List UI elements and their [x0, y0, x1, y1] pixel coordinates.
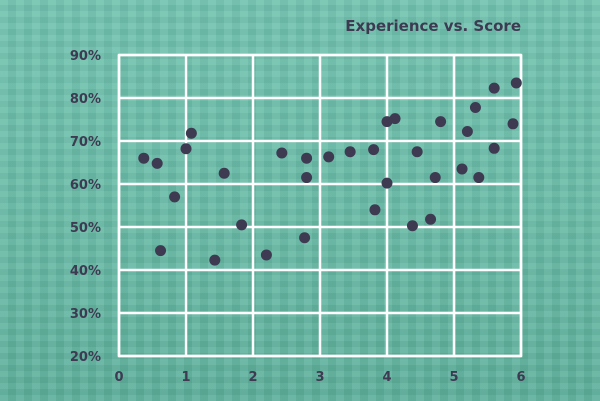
data-point [411, 146, 423, 158]
data-point [488, 142, 500, 154]
data-point [276, 147, 288, 159]
data-point [155, 245, 167, 257]
data-point [435, 116, 447, 128]
x-tick-label: 2 [248, 370, 257, 385]
data-point [461, 126, 473, 138]
x-tick-label: 0 [114, 370, 123, 385]
data-point [406, 220, 418, 232]
data-point [429, 172, 441, 184]
y-tick-label: 50% [70, 221, 101, 236]
chart-title: Experience vs. Score [345, 17, 521, 35]
data-point [473, 172, 485, 184]
x-tick-label: 1 [181, 370, 190, 385]
data-point [169, 191, 181, 203]
y-tick-label: 90% [70, 49, 101, 64]
data-point [510, 77, 522, 89]
data-point [425, 213, 437, 225]
y-tick-label: 80% [70, 92, 101, 107]
data-point [236, 219, 248, 231]
x-tick-label: 3 [315, 370, 324, 385]
plot-frame [117, 53, 523, 358]
x-tick-label: 5 [449, 370, 458, 385]
data-point [151, 157, 163, 169]
data-point [180, 143, 192, 155]
data-point [209, 254, 221, 266]
data-point [301, 152, 313, 164]
data-point [488, 82, 500, 94]
data-point [369, 204, 381, 216]
y-tick-label: 20% [70, 350, 101, 365]
y-tick-label: 30% [70, 307, 101, 322]
x-tick-label: 6 [516, 370, 525, 385]
data-point [389, 113, 401, 125]
axis-tick-labels: 0 1 2 3 4 5 6 20% 30% 40% 50% 60% 70% 80% 90% [70, 49, 526, 385]
data-point [218, 167, 230, 179]
data-point [381, 177, 393, 189]
data-point [185, 127, 197, 139]
grid [117, 53, 523, 358]
data-point [260, 249, 272, 261]
y-tick-label: 70% [70, 135, 101, 150]
data-point [507, 118, 519, 130]
y-tick-label: 40% [70, 264, 101, 279]
y-tick-label: 60% [70, 178, 101, 193]
data-point [344, 146, 356, 158]
x-tick-label: 4 [382, 370, 391, 385]
data-point [368, 144, 380, 156]
data-point [299, 232, 311, 244]
data-point [456, 163, 468, 175]
data-point [138, 152, 150, 164]
data-point [301, 172, 313, 184]
data-points [138, 77, 522, 266]
data-point [323, 151, 335, 163]
data-point [469, 101, 481, 113]
